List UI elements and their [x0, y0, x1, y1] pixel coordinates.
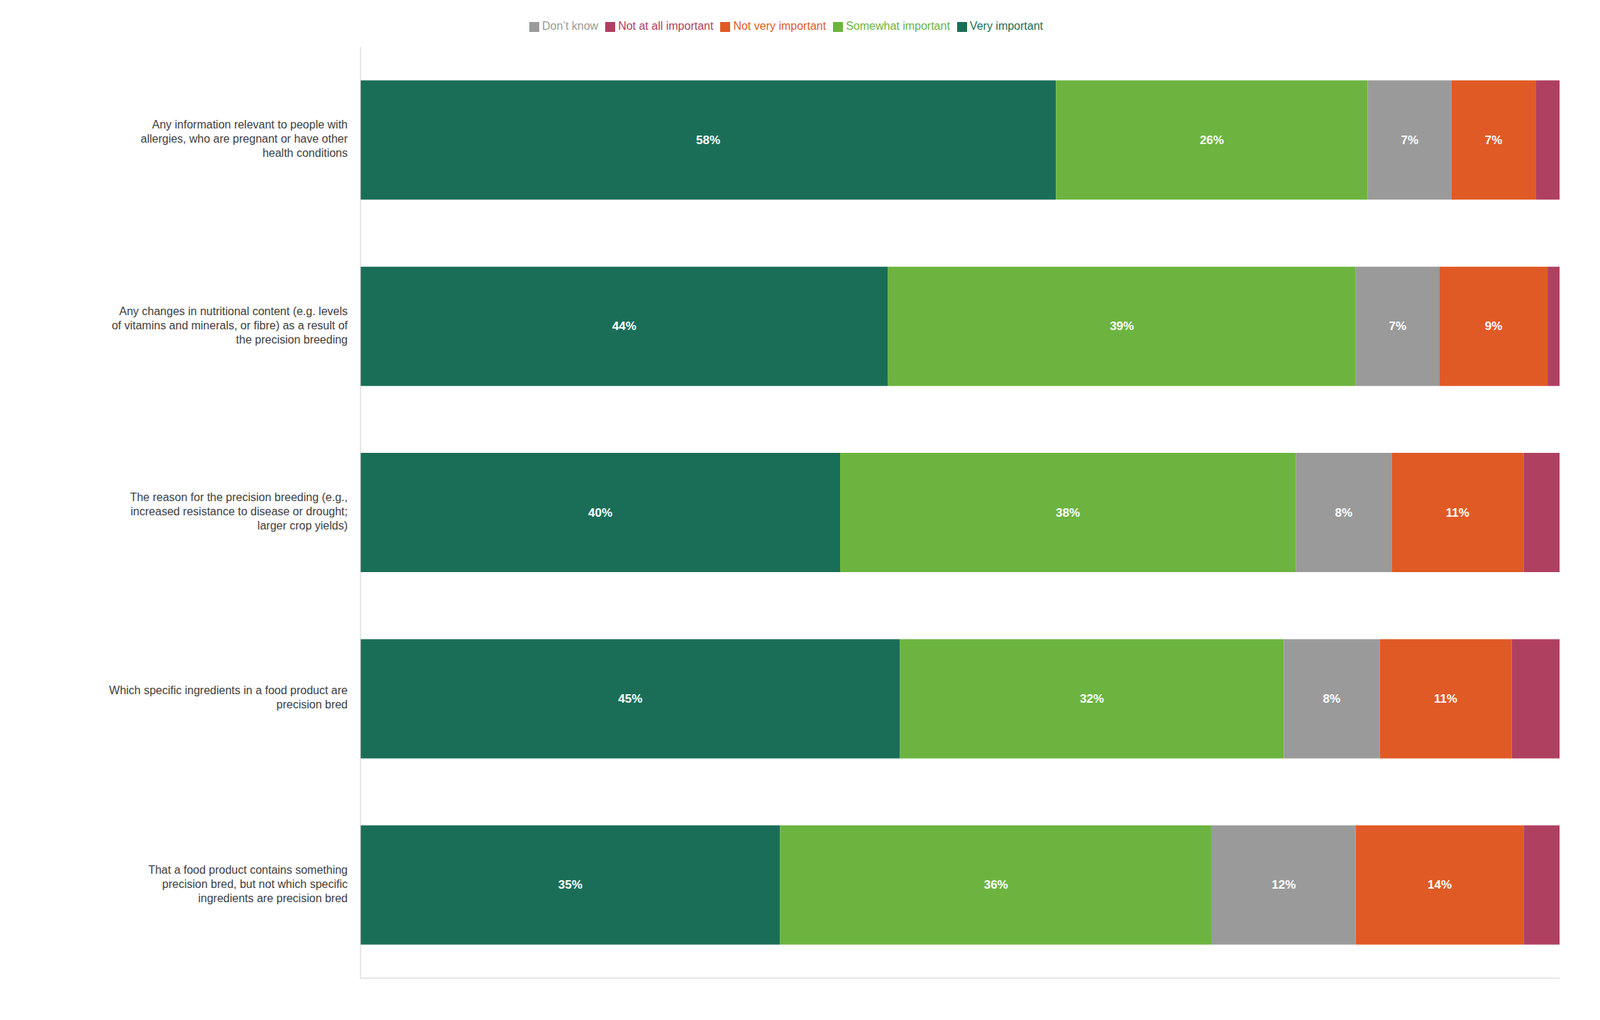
svg-text:Any information relevant to pe: Any information relevant to people witha…: [140, 118, 348, 159]
svg-text:12%: 12%: [1271, 877, 1296, 892]
svg-text:Any changes in nutritional con: Any changes in nutritional content (e.g.…: [111, 305, 348, 346]
svg-text:8%: 8%: [1335, 505, 1354, 520]
svg-text:The reason for the precision b: The reason for the precision breeding (e…: [129, 490, 348, 532]
html-text:Not very important: Not very important: [733, 19, 826, 32]
svg-text:26%: 26%: [1199, 133, 1224, 147]
svg-text:36%: 36%: [984, 877, 1009, 892]
svg-text:9%: 9%: [1485, 319, 1503, 333]
svg-text:That a food product contains s: That a food product contains somethingpr…: [148, 863, 348, 904]
svg-text:38%: 38%: [1055, 505, 1080, 520]
svg-text:11%: 11%: [1433, 691, 1458, 706]
svg-text:58%: 58%: [696, 133, 721, 147]
html-text:Don’t know: Don’t know: [542, 19, 599, 32]
svg-text:8%: 8%: [1323, 691, 1342, 706]
html-text:Somewhat important: Somewhat important: [845, 19, 950, 32]
svg-text:14%: 14%: [1427, 877, 1452, 892]
svg-text:Which specific ingredients in: Which specific ingredients in a food pro…: [109, 684, 348, 711]
svg-text:32%: 32%: [1079, 691, 1105, 706]
svg-text:11%: 11%: [1446, 505, 1470, 520]
svg-text:7%: 7%: [1389, 319, 1408, 333]
svg-text:40%: 40%: [588, 505, 613, 520]
svg-text:44%: 44%: [612, 319, 637, 333]
svg-text:7%: 7%: [1400, 133, 1419, 147]
svg-text:39%: 39%: [1109, 319, 1134, 333]
svg-text:7%: 7%: [1485, 133, 1503, 147]
svg-text:35%: 35%: [558, 877, 583, 892]
html-text:Very important: Very important: [969, 19, 1044, 32]
svg-text:45%: 45%: [618, 691, 643, 706]
html-text:Not at all important: Not at all important: [618, 19, 714, 32]
